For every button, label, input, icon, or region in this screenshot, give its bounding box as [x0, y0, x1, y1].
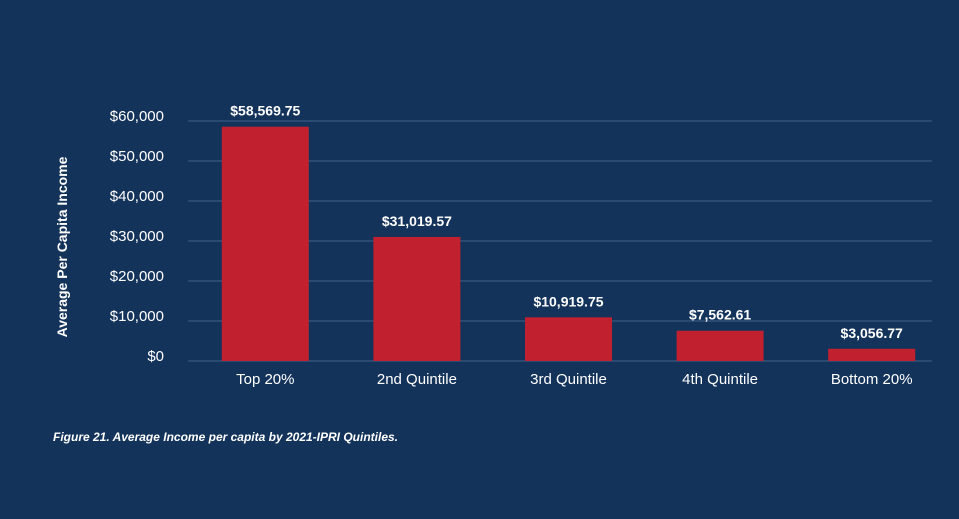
- data-label-top-20: $58,569.75: [230, 103, 300, 119]
- bar-bottom-20: [828, 348, 916, 361]
- x-tick-label-bottom-20: Bottom 20%: [831, 371, 913, 388]
- y-tick-label: $40,000: [110, 188, 164, 205]
- figure-caption: Figure 21. Average Income per capita by …: [53, 430, 399, 444]
- y-tick-label: $0: [147, 348, 164, 365]
- bar-2nd-quintile: [373, 236, 461, 361]
- x-tick-label-top-20: Top 20%: [236, 371, 294, 388]
- bar-top-20: [221, 126, 309, 361]
- y-tick-label: $60,000: [110, 108, 164, 125]
- bar-3rd-quintile: [525, 317, 612, 361]
- x-tick-label-4th-quintile: 4th Quintile: [682, 371, 758, 388]
- bar-4th-quintile: [676, 330, 764, 361]
- x-tick-label-2nd-quintile: 2nd Quintile: [377, 371, 457, 388]
- gridlines: [188, 120, 932, 362]
- y-tick-label: $10,000: [110, 308, 164, 325]
- y-tick-label: $30,000: [110, 228, 164, 245]
- data-labels: $58,569.75 $31,019.57 $10,919.75 $7,562.61 $…: [230, 103, 903, 341]
- y-axis-ticks: $0 $10,000 $20,000 $30,000 $40,000 $50,000 $60…: [110, 108, 164, 365]
- data-label-4th-quintile: $7,562.61: [689, 307, 751, 323]
- y-tick-label: $50,000: [110, 148, 164, 165]
- x-tick-label-3rd-quintile: 3rd Quintile: [530, 371, 607, 388]
- y-axis-label: Average Per Capita Income: [54, 156, 70, 337]
- bars: [221, 126, 916, 361]
- data-label-bottom-20: $3,056.77: [841, 325, 903, 341]
- x-axis-ticks: Top 20% 2nd Quintile 3rd Quintile 4th Quint…: [236, 371, 912, 388]
- data-label-3rd-quintile: $10,919.75: [533, 293, 603, 309]
- y-tick-label: $20,000: [110, 268, 164, 285]
- data-label-2nd-quintile: $31,019.57: [382, 213, 452, 229]
